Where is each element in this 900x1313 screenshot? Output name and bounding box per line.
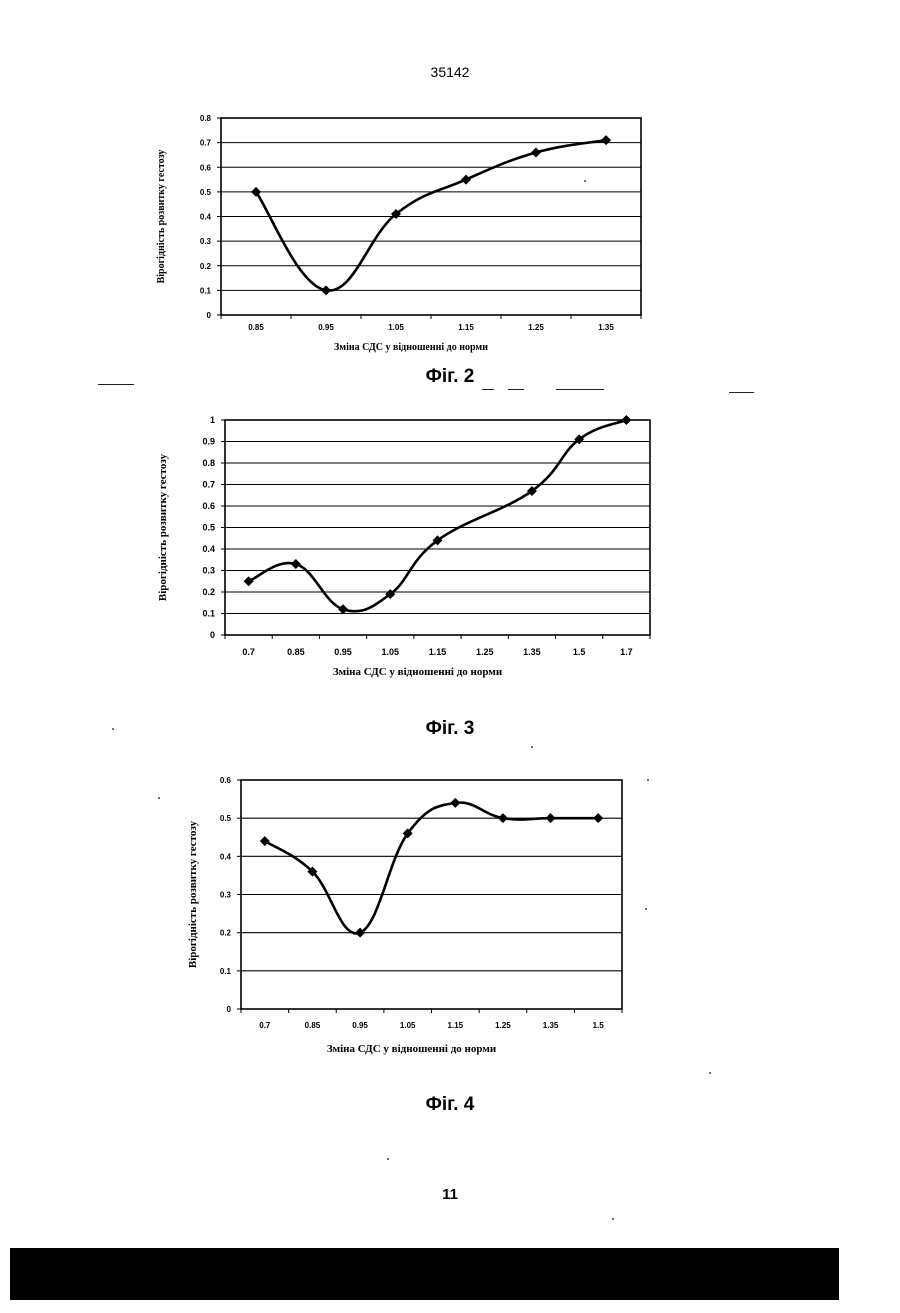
data-point-marker: [450, 798, 460, 808]
scan-border-bar: [10, 1248, 839, 1300]
x-tick-label: 1.15: [429, 647, 447, 657]
x-tick-label: 1.25: [476, 647, 494, 657]
y-tick-label: 0: [210, 630, 215, 640]
y-tick-label: 0.1: [200, 286, 212, 295]
x-tick-label: 1.5: [573, 647, 586, 657]
y-tick-label: 0.3: [220, 891, 232, 900]
y-tick-label: 1: [210, 415, 215, 425]
scan-speck: [584, 180, 586, 182]
data-point-marker: [291, 559, 301, 569]
x-tick-label: 1.15: [458, 323, 474, 332]
scan-speck: [709, 1072, 711, 1074]
x-axis-title: Зміна СДС у відношенні до норми: [334, 342, 488, 353]
y-tick-label: 0.9: [202, 437, 215, 447]
chart-fig2: 0 0.1 0.2 0.3 0.4 0.5 0.6 0.7 0.8 0.85 0.95 1.05 1.1…: [0, 0, 900, 380]
data-point-marker: [260, 836, 270, 846]
y-axis-title: Вірогідність розвитку гестозу: [156, 150, 167, 284]
data-point-marker: [546, 813, 556, 823]
x-tick-label: 0.7: [242, 647, 255, 657]
x-tick-label: 0.85: [287, 647, 305, 657]
y-tick-label: 0.3: [200, 237, 212, 246]
y-tick-label: 0.4: [202, 544, 215, 554]
x-tick-label: 0.85: [305, 1021, 321, 1030]
x-tick-label: 1.05: [400, 1021, 416, 1030]
divider-line: [556, 389, 604, 390]
data-point-marker: [461, 175, 471, 185]
data-point-marker: [498, 813, 508, 823]
y-tick-label: 0.1: [220, 967, 232, 976]
scan-speck: [531, 746, 533, 748]
figure-caption-3: Фіг. 3: [0, 718, 900, 740]
divider-line: [729, 392, 754, 393]
x-tick-label: 0.95: [318, 323, 334, 332]
scan-speck: [645, 908, 647, 910]
page-number: 11: [0, 1186, 900, 1203]
y-tick-label: 0.7: [200, 139, 212, 148]
data-point-marker: [531, 147, 541, 157]
x-tick-label: 0.95: [352, 1021, 368, 1030]
x-tick-label: 1.05: [388, 323, 404, 332]
x-tick-label: 1.05: [382, 647, 400, 657]
x-tick-label: 1.35: [523, 647, 541, 657]
figure-caption-4: Фіг. 4: [0, 1094, 900, 1116]
y-tick-label: 0.6: [200, 163, 212, 172]
y-tick-label: 0.2: [220, 929, 232, 938]
x-tick-label: 1.35: [543, 1021, 559, 1030]
x-tick-label: 1.25: [495, 1021, 511, 1030]
x-axis-title: Зміна СДС у відношенні до норми: [327, 1043, 497, 1055]
y-axis-title: Вірогідність розвитку гестозу: [157, 453, 169, 601]
y-tick-label: 0.6: [202, 501, 215, 511]
y-tick-label: 0: [227, 1005, 232, 1014]
y-tick-label: 0.2: [202, 587, 215, 597]
scan-speck: [112, 728, 114, 730]
x-tick-label: 1.7: [620, 647, 633, 657]
y-tick-label: 0.5: [200, 188, 212, 197]
y-tick-label: 0.4: [220, 852, 232, 861]
x-tick-label: 1.25: [528, 323, 544, 332]
y-tick-label: 0.1: [202, 609, 215, 619]
divider-line: [482, 389, 494, 390]
data-point-marker: [593, 813, 603, 823]
divider-line: [508, 389, 524, 390]
x-tick-label: 1.15: [448, 1021, 464, 1030]
x-tick-label: 0.85: [248, 323, 264, 332]
chart-fig4: 0 0.1 0.2 0.3 0.4 0.5 0.6 0.7 0.85 0.95 1.05 1.15 1.…: [0, 760, 900, 1080]
y-tick-label: 0.4: [200, 213, 212, 222]
series-line: [256, 140, 606, 290]
chart-fig3: 0 0.1 0.2 0.3 0.4 0.5 0.6 0.7 0.8 0.9 1 0.7 0.85 0.95…: [0, 400, 900, 700]
y-tick-label: 0.8: [200, 114, 212, 123]
series-line: [249, 420, 627, 611]
scan-speck: [158, 797, 160, 799]
scan-speck: [647, 779, 649, 781]
series-line: [265, 802, 598, 933]
scan-speck: [387, 1158, 389, 1160]
x-tick-label: 0.7: [259, 1021, 271, 1030]
y-tick-label: 0.6: [220, 776, 232, 785]
y-axis-title: Вірогідність розвитку гестозу: [187, 820, 199, 968]
y-tick-label: 0.2: [200, 262, 212, 271]
x-tick-label: 1.5: [593, 1021, 605, 1030]
figure-caption-2: Фіг. 2: [0, 366, 900, 388]
y-tick-label: 0: [207, 311, 212, 320]
y-tick-label: 0.8: [202, 458, 215, 468]
data-point-marker: [338, 604, 348, 614]
y-tick-label: 0.5: [220, 814, 232, 823]
x-tick-label: 0.95: [334, 647, 352, 657]
data-point-marker: [321, 285, 331, 295]
y-tick-label: 0.7: [202, 480, 215, 490]
x-tick-label: 1.35: [598, 323, 614, 332]
data-point-marker: [244, 576, 254, 586]
y-tick-label: 0.3: [202, 566, 215, 576]
scan-speck: [612, 1218, 614, 1220]
data-point-marker: [621, 415, 631, 425]
y-tick-label: 0.5: [202, 523, 215, 533]
x-axis-title: Зміна СДС у відношенні до норми: [333, 666, 503, 678]
data-point-marker: [601, 135, 611, 145]
divider-line: [98, 384, 134, 385]
